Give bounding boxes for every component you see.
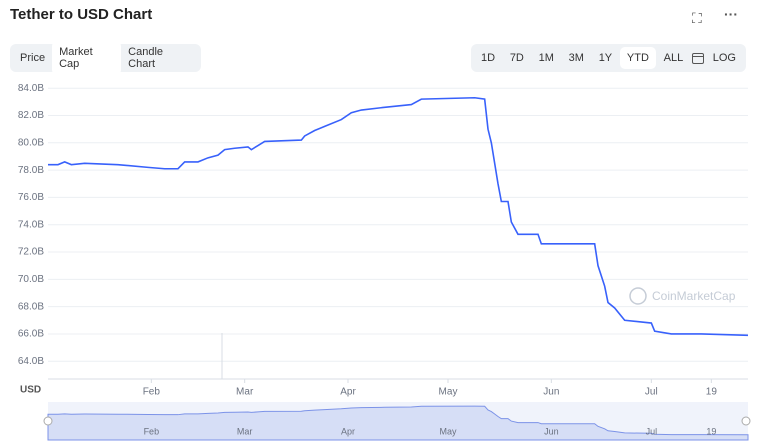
fullscreen-icon[interactable]: ⛶ xyxy=(692,10,702,26)
navigator-tick-label: Jul xyxy=(646,426,658,436)
y-tick-label: 80.0B xyxy=(18,137,44,148)
range-button[interactable]: ALL xyxy=(663,52,684,64)
tab[interactable]: Market Cap xyxy=(52,41,122,75)
range-button[interactable]: 1D xyxy=(481,52,496,64)
range-group: 1D 7D 1M 3M 1Y YTD ALL LOG xyxy=(471,44,746,72)
navigator-tick-label: 19 xyxy=(706,426,716,436)
range-button[interactable]: 1Y xyxy=(598,52,613,64)
watermark: CoinMarketCap xyxy=(652,289,736,303)
navigator-bg xyxy=(48,402,748,440)
y-tick-label: 70.0B xyxy=(18,274,44,285)
x-tick-label: Mar xyxy=(236,387,254,398)
y-tick-label: 68.0B xyxy=(18,301,44,312)
navigator-tick-label: Mar xyxy=(237,426,253,436)
range-button[interactable]: YTD xyxy=(619,47,656,69)
x-tick-label: Feb xyxy=(143,387,161,398)
line xyxy=(48,96,749,337)
navigator-tick-label: Apr xyxy=(341,426,355,436)
x-tick-label: Apr xyxy=(340,387,356,398)
y-tick-label: 78.0B xyxy=(18,165,44,176)
tab[interactable]: Price xyxy=(20,52,46,64)
y-tick-label: 76.0B xyxy=(18,192,44,203)
range-button[interactable]: 3M xyxy=(568,52,584,64)
x-tick-label: May xyxy=(439,387,458,398)
chart-title: Tether to USD Chart xyxy=(10,6,153,23)
navigator-tick-label: Feb xyxy=(144,426,160,436)
log-button[interactable]: LOG xyxy=(712,52,736,64)
range-button[interactable]: 1M xyxy=(538,52,554,64)
navigator-line xyxy=(47,405,749,441)
navigator-tick-label: May xyxy=(439,426,457,436)
range-button[interactable]: 7D xyxy=(509,52,524,64)
watermark-logo xyxy=(629,287,647,305)
x-tick-label: Jun xyxy=(543,387,559,398)
y-tick-label: 64.0B xyxy=(18,356,44,367)
y-tick-label: 72.0B xyxy=(18,247,44,258)
more-icon[interactable]: ··· xyxy=(724,6,738,22)
y-tick-label: 66.0B xyxy=(18,329,44,340)
navigator-handle xyxy=(741,416,751,426)
tab-group: Price Market Cap Candle Chart xyxy=(10,41,201,75)
x-tick-label: 19 xyxy=(706,387,718,398)
navigator-tick-label: Jun xyxy=(544,426,559,436)
calendar-icon[interactable] xyxy=(691,51,705,65)
tab[interactable]: Candle Chart xyxy=(128,46,164,70)
y-tick-label: 84.0B xyxy=(18,83,44,94)
currency-label: USD xyxy=(20,385,41,396)
y-tick-label: 74.0B xyxy=(18,219,44,230)
y-tick-label: 82.0B xyxy=(18,110,44,121)
navigator-handle xyxy=(43,416,53,426)
x-tick-label: Jul xyxy=(645,387,658,398)
